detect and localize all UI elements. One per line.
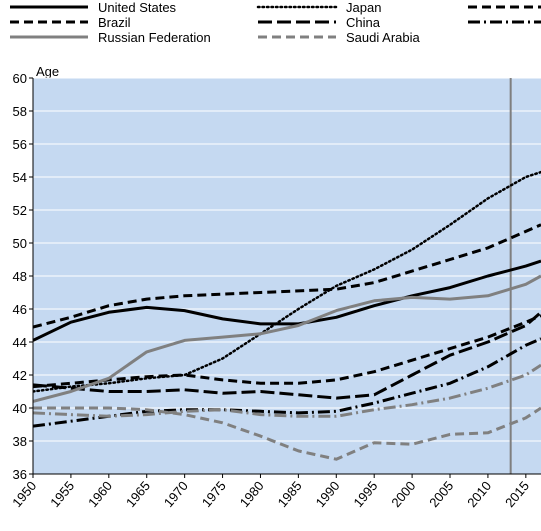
x-tick-label: 1950 bbox=[9, 478, 39, 510]
x-tick-label: 1990 bbox=[313, 478, 343, 510]
x-axis: 1950 1955 1960 1965 1970 1975 1980 1985 1990 1995… bbox=[9, 474, 532, 510]
x-tick-label: 1995 bbox=[350, 478, 380, 510]
x-tick-label: 1960 bbox=[85, 478, 115, 510]
y-tick-label: 56 bbox=[13, 137, 27, 152]
y-tick-label: 38 bbox=[13, 434, 27, 449]
y-axis: 36 38 40 42 44 46 48 50 52 54 56 58 60 bbox=[13, 71, 33, 482]
x-tick-label: 2010 bbox=[464, 478, 494, 510]
y-tick-label: 54 bbox=[13, 170, 27, 185]
x-tick-label: 1985 bbox=[275, 478, 305, 510]
y-axis-title: Age bbox=[36, 64, 59, 79]
series-line-3 bbox=[33, 314, 541, 389]
series-line-4 bbox=[33, 311, 541, 400]
legend-label: China bbox=[346, 15, 381, 30]
x-tick-label: 2015 bbox=[502, 478, 532, 510]
legend: United StatesJapanEuropeBrazilChinaIndia… bbox=[10, 0, 541, 45]
x-tick-label: 1965 bbox=[123, 478, 153, 510]
y-tick-label: 52 bbox=[13, 203, 27, 218]
y-tick-label: 42 bbox=[13, 368, 27, 383]
y-tick-label: 58 bbox=[13, 104, 27, 119]
y-tick-label: 48 bbox=[13, 269, 27, 284]
x-tick-label: 1955 bbox=[47, 478, 77, 510]
series-line-8 bbox=[33, 363, 541, 418]
series-line-1 bbox=[33, 170, 541, 393]
legend-label: United States bbox=[98, 0, 177, 15]
series-line-7 bbox=[33, 406, 541, 461]
legend-label: Japan bbox=[346, 0, 381, 15]
legend-label: Saudi Arabia bbox=[346, 30, 420, 45]
series-line-2 bbox=[33, 223, 541, 329]
x-tick-label: 1975 bbox=[199, 478, 229, 510]
y-tick-label: 40 bbox=[13, 401, 27, 416]
series-line-6 bbox=[33, 274, 541, 403]
legend-label: Russian Federation bbox=[98, 30, 211, 45]
y-tick-label: 36 bbox=[13, 467, 27, 482]
plot-area bbox=[32, 77, 541, 475]
x-tick-label: 1970 bbox=[161, 478, 191, 510]
x-tick-label: 2005 bbox=[426, 478, 456, 510]
legend-label: Brazil bbox=[98, 15, 131, 30]
x-tick-label: 1980 bbox=[237, 478, 267, 510]
y-tick-label: 46 bbox=[13, 302, 27, 317]
y-tick-label: 44 bbox=[13, 335, 27, 350]
x-tick-label: 2000 bbox=[388, 478, 418, 510]
y-tick-label: 60 bbox=[13, 71, 27, 86]
y-tick-label: 50 bbox=[13, 236, 27, 251]
